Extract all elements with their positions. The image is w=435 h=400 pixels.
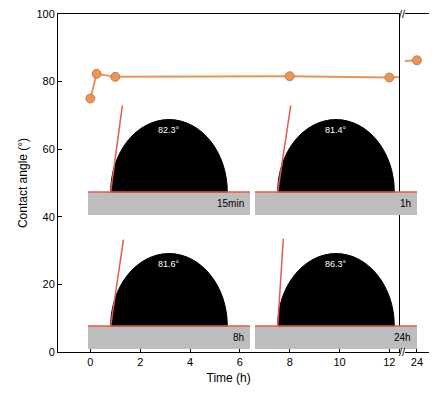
svg-text:24: 24 [411,356,423,368]
svg-text:100: 100 [36,8,54,20]
svg-text:4: 4 [187,356,193,368]
svg-text:40: 40 [43,211,55,223]
svg-text:6: 6 [237,356,243,368]
svg-text:81.6°: 81.6° [158,259,180,269]
svg-text:20: 20 [43,278,55,290]
svg-text:0: 0 [87,356,93,368]
svg-text:82.3°: 82.3° [158,125,180,135]
svg-text:15min: 15min [217,198,244,209]
svg-text:60: 60 [43,143,55,155]
svg-text://: // [399,8,406,20]
svg-text:10: 10 [333,356,345,368]
svg-text:81.4°: 81.4° [325,125,347,135]
svg-text:Contact angle (°): Contact angle (°) [16,138,30,228]
svg-text://: // [399,346,406,358]
svg-text:24h: 24h [394,332,411,343]
svg-text:8: 8 [287,356,293,368]
svg-text:8h: 8h [233,332,244,343]
svg-text:86.3°: 86.3° [325,259,347,269]
svg-text:2: 2 [137,356,143,368]
svg-text:Time (h): Time (h) [207,371,251,385]
svg-text:0: 0 [49,346,55,358]
svg-text:12: 12 [383,356,395,368]
svg-text:1h: 1h [400,198,411,209]
svg-text:80: 80 [43,75,55,87]
